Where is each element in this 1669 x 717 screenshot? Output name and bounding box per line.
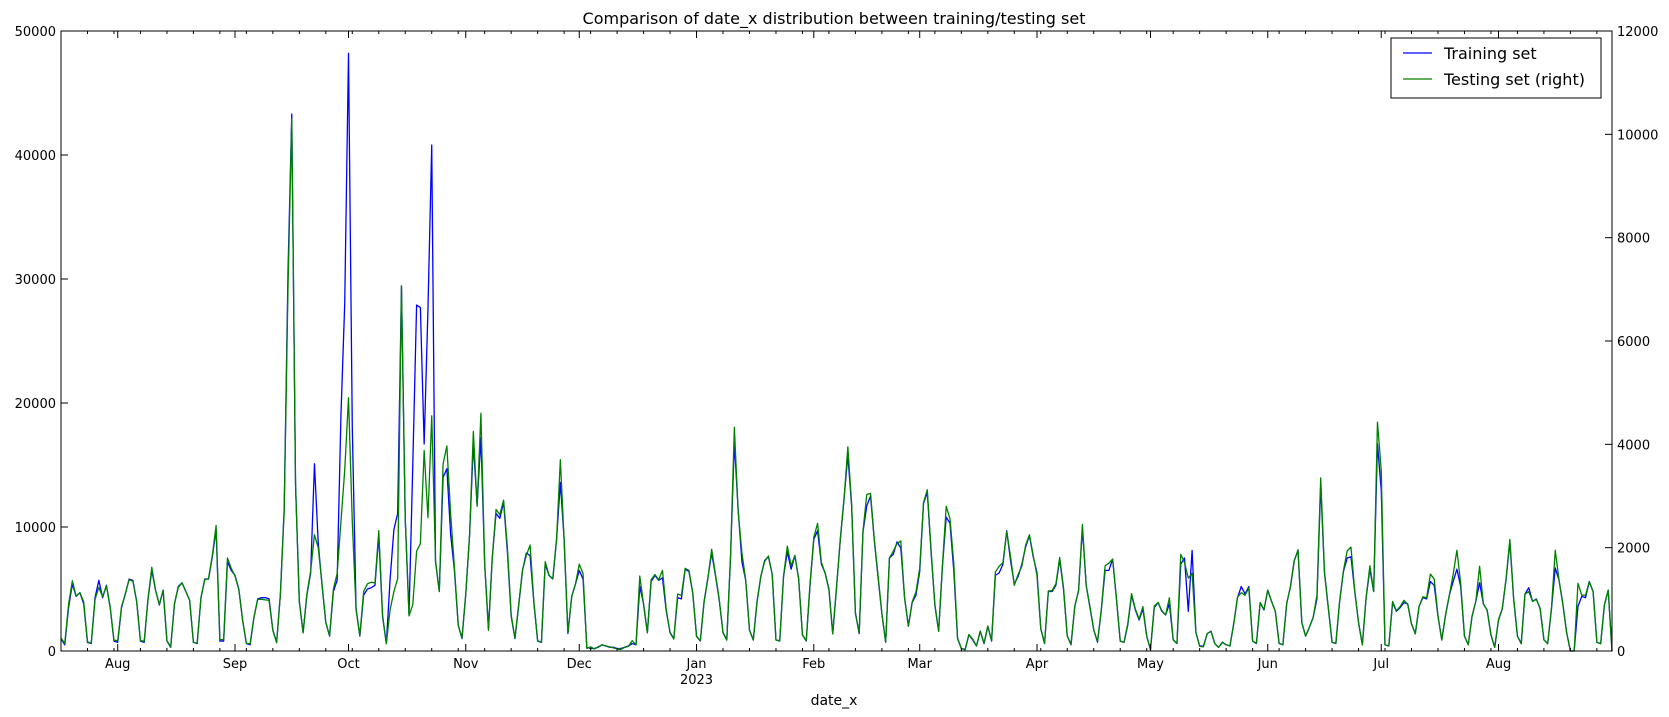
- y-right-tick-label: 12000: [1617, 25, 1658, 40]
- x-tick-label: Aug: [105, 657, 130, 672]
- x-tick-year-label: 2023: [680, 673, 713, 688]
- x-tick-label: Jan: [686, 657, 707, 672]
- legend: Training set Testing set (right): [1390, 37, 1602, 99]
- y-right-tick-label: 2000: [1617, 542, 1650, 557]
- x-tick-label: Apr: [1026, 657, 1049, 672]
- y-left-tick-label: 30000: [15, 273, 56, 288]
- legend-label-testing: Testing set (right): [1443, 70, 1585, 89]
- legend-label-training: Training set: [1443, 44, 1537, 63]
- x-tick-label: Oct: [337, 657, 359, 672]
- y-left-tick-label: 10000: [15, 521, 56, 536]
- y-right-tick-label: 0: [1617, 645, 1625, 660]
- x-tick-label: Nov: [453, 657, 479, 672]
- x-tick-label: May: [1137, 657, 1164, 672]
- y-right-tick-label: 10000: [1617, 128, 1658, 143]
- x-axis-label: date_x: [811, 693, 858, 709]
- x-tick-label: Mar: [907, 657, 932, 672]
- x-tick-label: Sep: [223, 657, 248, 672]
- plot-area: [60, 52, 1613, 652]
- y-left-tick-label: 0: [48, 645, 56, 660]
- x-tick-label: Aug: [1486, 657, 1511, 672]
- chart-title: Comparison of date_x distribution betwee…: [583, 9, 1086, 29]
- x-tick-label: Feb: [802, 657, 825, 672]
- x-tick-label: Jun: [1257, 657, 1278, 672]
- y-right-tick-label: 8000: [1617, 232, 1650, 247]
- y-right-tick-label: 4000: [1617, 438, 1650, 453]
- x-tick-label: Dec: [567, 657, 592, 672]
- y-right-tick-label: 6000: [1617, 335, 1650, 350]
- legend-box: [1390, 37, 1602, 99]
- series-line-testing: [60, 118, 1613, 652]
- y-left-tick-label: 40000: [15, 149, 56, 164]
- y-left-tick-label: 50000: [15, 25, 56, 40]
- x-tick-label: Jul: [1372, 657, 1389, 672]
- y-left-tick-label: 20000: [15, 397, 56, 412]
